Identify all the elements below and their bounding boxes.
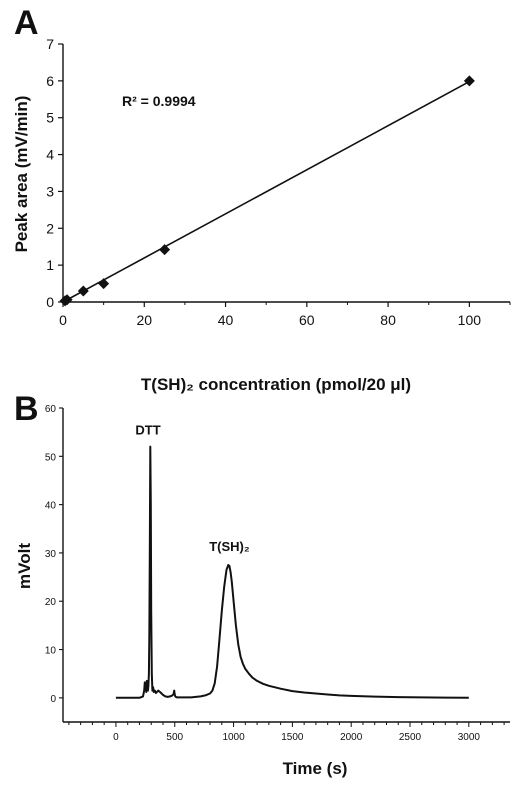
panel-a-r2-annotation: R² = 0.9994 — [122, 93, 196, 109]
panel-b-y-tick-label: 40 — [45, 501, 57, 512]
panel-b-chromatogram-line — [115, 445, 469, 699]
panel-b-x-axis-title: Time (s) — [283, 759, 348, 778]
panel-b-axes — [62, 408, 510, 723]
panel-a-y-tick-label: 7 — [46, 36, 54, 52]
panel-a-x-axis-title: T(SH)₂ concentration (pmol/20 μl) — [141, 375, 411, 394]
panel-b-y-tick-label: 30 — [45, 549, 57, 560]
panel-b: B 0 10 20 30 40 50 60 0 500 1000 1500 2000 2500 3000… — [14, 390, 510, 778]
panel-a-x-tick-label: 60 — [299, 312, 315, 328]
panel-b-x-tick-label: 3000 — [458, 732, 481, 743]
panel-a-data-point — [159, 244, 171, 256]
panel-b-peak-labels: DTT T(SH)₂ — [135, 423, 249, 554]
panel-a: A 0 1 2 3 4 5 6 7 0 20 40 60 80 100 R² = 0.9994 T(SH… — [12, 4, 511, 394]
panel-b-peak-label-dtt: DTT — [135, 423, 160, 438]
panel-a-data-point — [463, 75, 475, 87]
panel-a-y-tick-label: 6 — [46, 73, 54, 89]
panel-a-x-tick-label: 100 — [458, 312, 482, 328]
panel-b-y-tick-label: 20 — [45, 597, 57, 608]
panel-a-points — [59, 75, 475, 307]
panel-a-x-tick-label: 0 — [59, 312, 67, 328]
panel-a-yticks: 0 1 2 3 4 5 6 7 — [46, 36, 63, 310]
panel-a-y-axis-title: Peak area (mV/min) — [12, 96, 31, 253]
panel-a-y-tick-label: 2 — [46, 220, 54, 236]
panel-a-x-tick-label: 80 — [380, 312, 396, 328]
panel-a-y-tick-label: 1 — [46, 257, 54, 273]
panel-a-data-point — [98, 278, 110, 290]
panel-b-x-tick-label: 1500 — [281, 732, 304, 743]
panel-b-y-tick-label: 60 — [45, 404, 57, 415]
panel-a-data-point — [61, 294, 73, 306]
panel-a-trendline — [62, 80, 470, 303]
panel-b-peak-label-tsh2: T(SH)₂ — [209, 539, 250, 554]
panel-b-y-tick-label: 50 — [45, 452, 57, 463]
panel-a-xticks: 0 20 40 60 80 100 — [59, 302, 511, 328]
panel-a-y-tick-label: 3 — [46, 183, 54, 199]
panel-a-x-tick-label: 40 — [218, 312, 234, 328]
panel-a-axes — [62, 44, 510, 303]
panel-b-y-tick-label: 0 — [50, 694, 56, 705]
panel-b-x-tick-label: 1000 — [222, 732, 245, 743]
panel-a-data-point — [77, 285, 89, 297]
panel-b-x-tick-label: 0 — [113, 732, 119, 743]
panel-b-x-tick-label: 500 — [166, 732, 183, 743]
panel-a-x-tick-label: 20 — [136, 312, 152, 328]
panel-a-y-tick-label: 0 — [46, 294, 54, 310]
panel-a-y-tick-label: 4 — [46, 147, 54, 163]
panel-a-y-tick-label: 5 — [46, 110, 54, 126]
panel-b-letter: B — [14, 390, 39, 428]
panel-a-letter: A — [14, 4, 39, 42]
panel-b-x-tick-label: 2500 — [399, 732, 422, 743]
panel-b-xticks: 0 500 1000 1500 2000 2500 3000 — [68, 722, 505, 743]
panel-b-y-axis-title: mVolt — [15, 543, 34, 589]
panel-b-yticks: 0 10 20 30 40 50 60 — [45, 404, 63, 705]
panel-b-x-tick-label: 2000 — [340, 732, 363, 743]
panel-b-y-tick-label: 10 — [45, 646, 57, 657]
